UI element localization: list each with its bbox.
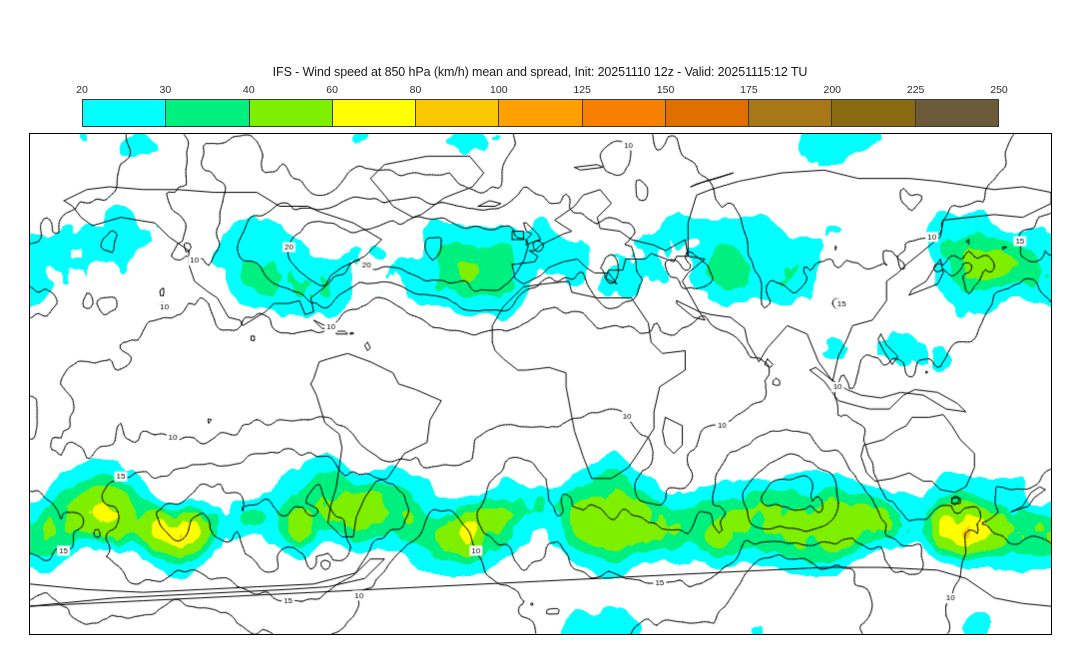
colorbar-tick-200: 200 <box>823 84 842 96</box>
map-frame[interactable]: from grib files provided by ECMWF ©2025 … <box>29 133 1052 635</box>
colorbar-segment-80-100 <box>416 100 500 126</box>
colorbar-tick-60: 60 <box>326 84 338 96</box>
colorbar-segment-175-200 <box>749 100 833 126</box>
colorbar-segment-40-60 <box>249 100 333 126</box>
colorbar-segment-225-250 <box>915 100 998 126</box>
colorbar-segment-200-225 <box>832 100 916 126</box>
page-title: IFS - Wind speed at 850 hPa (km/h) mean … <box>272 65 808 79</box>
colorbar-tick-30: 30 <box>159 84 172 96</box>
colorbar-tick-125: 125 <box>573 84 591 96</box>
colorbar-segment-30-40 <box>166 100 250 126</box>
colorbar-tick-100: 100 <box>490 84 508 96</box>
colorbar-segment-125-150 <box>582 100 666 126</box>
colorbar-tick-175: 175 <box>740 84 758 96</box>
world-wind-speed-map[interactable] <box>30 134 1051 634</box>
colorbar <box>82 99 999 127</box>
colorbar-tick-250: 250 <box>990 84 1008 96</box>
colorbar-tick-40: 40 <box>242 84 255 96</box>
colorbar-tick-20: 20 <box>76 84 88 96</box>
colorbar-segment-60-80 <box>332 100 417 126</box>
colorbar-tick-labels: 20 30 40 60 80 100 125 150 175 200 225 250 <box>76 84 1008 98</box>
colorbar-gradient <box>82 99 999 127</box>
colorbar-segment-150-175 <box>665 100 750 126</box>
colorbar-tick-80: 80 <box>409 84 422 96</box>
colorbar-tick-150: 150 <box>656 84 675 96</box>
colorbar-segment-20-30 <box>83 100 167 126</box>
colorbar-tick-225: 225 <box>906 84 925 96</box>
colorbar-segment-100-125 <box>499 100 583 126</box>
